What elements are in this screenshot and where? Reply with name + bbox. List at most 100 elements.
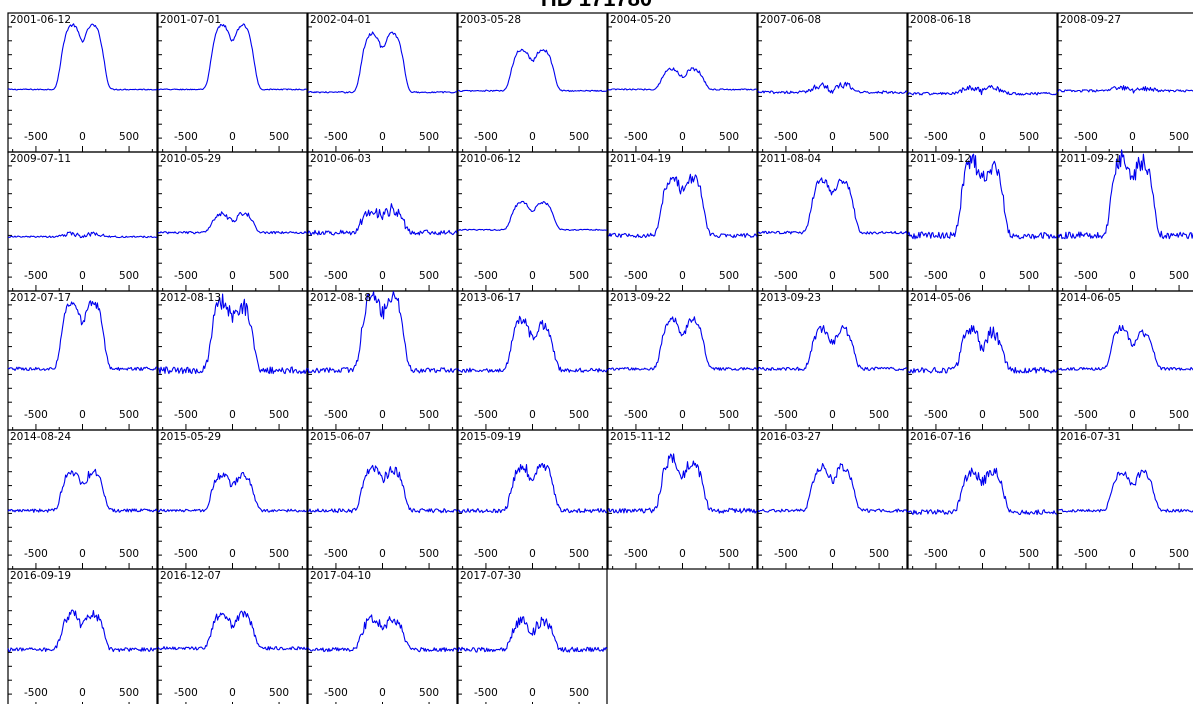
panel-date-label: 2016-07-31 bbox=[1060, 431, 1121, 443]
x-tick-label: -500 bbox=[474, 409, 498, 421]
x-tick-label: -500 bbox=[624, 548, 648, 560]
panel-2016-03-27: 2016-03-27 -500 0 500 bbox=[757, 429, 908, 570]
panel-2015-11-12: 2015-11-12 -500 0 500 bbox=[607, 429, 758, 570]
x-tick-label: 500 bbox=[119, 687, 139, 699]
panel-date-label: 2001-07-01 bbox=[160, 14, 221, 26]
panel-2008-09-27: 2008-09-27 -500 0 500 bbox=[1057, 12, 1193, 153]
panel-2014-05-06: 2014-05-06 -500 0 500 bbox=[907, 290, 1058, 431]
x-tick-label: -500 bbox=[774, 548, 798, 560]
spectrum-line bbox=[1057, 149, 1193, 240]
x-tick-label: 500 bbox=[569, 548, 589, 560]
chart-title: HD 171780 bbox=[0, 0, 1193, 10]
x-tick-label: 0 bbox=[379, 270, 386, 282]
panel-date-label: 2011-09-21 bbox=[1060, 153, 1121, 165]
x-tick-label: 0 bbox=[529, 687, 536, 699]
panel-date-label: 2014-06-05 bbox=[1060, 292, 1121, 304]
panel-2013-06-17: 2013-06-17 -500 0 500 bbox=[457, 290, 608, 431]
spectrum-line bbox=[157, 211, 308, 235]
x-tick-label: -500 bbox=[774, 270, 798, 282]
x-tick-label: 500 bbox=[719, 270, 739, 282]
panel-2013-09-23: 2013-09-23 -500 0 500 bbox=[757, 290, 908, 431]
x-tick-label: -500 bbox=[474, 548, 498, 560]
panel-date-label: 2012-07-17 bbox=[10, 292, 71, 304]
panel-2014-08-24: 2014-08-24 -500 0 500 bbox=[7, 429, 158, 570]
x-tick-label: -500 bbox=[324, 409, 348, 421]
spectrum-line bbox=[7, 609, 158, 653]
panel-date-label: 2008-06-18 bbox=[910, 14, 971, 26]
spectrum-line bbox=[1057, 324, 1193, 371]
spectrum-line bbox=[907, 324, 1058, 374]
spectrum-line bbox=[607, 173, 758, 239]
x-tick-label: 0 bbox=[379, 131, 386, 143]
panel-frame bbox=[307, 568, 458, 704]
spectrum-line bbox=[757, 462, 908, 513]
x-tick-label: -500 bbox=[474, 270, 498, 282]
x-tick-label: 500 bbox=[1169, 548, 1189, 560]
x-tick-label: 500 bbox=[1169, 409, 1189, 421]
x-tick-label: -500 bbox=[324, 687, 348, 699]
panel-date-label: 2003-05-28 bbox=[460, 14, 521, 26]
x-tick-label: -500 bbox=[174, 687, 198, 699]
x-tick-label: 0 bbox=[79, 409, 86, 421]
panel-2017-07-30: 2017-07-30 -500 0 500 bbox=[457, 568, 608, 704]
x-tick-label: 500 bbox=[719, 131, 739, 143]
panel-date-label: 2011-04-19 bbox=[610, 153, 671, 165]
x-tick-label: 0 bbox=[529, 409, 536, 421]
x-tick-label: 0 bbox=[229, 687, 236, 699]
panel-date-label: 2013-06-17 bbox=[460, 292, 521, 304]
panel-date-label: 2014-05-06 bbox=[910, 292, 971, 304]
panel-2010-06-03: 2010-06-03 -500 0 500 bbox=[307, 151, 458, 292]
x-tick-label: -500 bbox=[24, 131, 48, 143]
panel-2007-06-08: 2007-06-08 -500 0 500 bbox=[757, 12, 908, 153]
x-tick-label: 500 bbox=[869, 409, 889, 421]
spectrum-line bbox=[7, 231, 158, 239]
x-tick-label: -500 bbox=[1074, 131, 1098, 143]
panel-date-label: 2015-11-12 bbox=[610, 431, 671, 443]
x-tick-label: 0 bbox=[79, 687, 86, 699]
panel-date-label: 2012-08-18 bbox=[310, 292, 371, 304]
panel-2012-08-18: 2012-08-18 -500 0 500 bbox=[307, 290, 458, 431]
panel-2009-07-11: 2009-07-11 -500 0 500 bbox=[7, 151, 158, 292]
panel-date-label: 2010-06-03 bbox=[310, 153, 371, 165]
spectrum-line bbox=[307, 464, 458, 514]
spectrum-line bbox=[7, 23, 158, 91]
x-tick-label: 0 bbox=[1129, 548, 1136, 560]
panel-frame bbox=[7, 568, 158, 704]
spectrum-line bbox=[157, 610, 308, 651]
x-tick-label: 500 bbox=[1019, 131, 1039, 143]
panel-2016-07-16: 2016-07-16 -500 0 500 bbox=[907, 429, 1058, 570]
x-tick-label: 500 bbox=[419, 131, 439, 143]
spectrum-line bbox=[307, 291, 458, 374]
x-tick-label: 0 bbox=[829, 409, 836, 421]
x-tick-label: -500 bbox=[24, 270, 48, 282]
x-tick-label: 500 bbox=[419, 687, 439, 699]
x-tick-label: -500 bbox=[174, 131, 198, 143]
panel-2015-05-29: 2015-05-29 -500 0 500 bbox=[157, 429, 308, 570]
panel-2011-04-19: 2011-04-19 -500 0 500 bbox=[607, 151, 758, 292]
x-tick-label: 500 bbox=[269, 548, 289, 560]
panel-2016-12-07: 2016-12-07 -500 0 500 bbox=[157, 568, 308, 704]
spectrum-line bbox=[158, 293, 308, 375]
panel-date-label: 2011-09-12 bbox=[910, 153, 971, 165]
x-tick-label: 500 bbox=[1169, 270, 1189, 282]
x-tick-label: -500 bbox=[474, 131, 498, 143]
x-tick-label: -500 bbox=[774, 409, 798, 421]
panel-2012-07-17: 2012-07-17 -500 0 500 bbox=[7, 290, 158, 431]
x-tick-label: 0 bbox=[79, 270, 86, 282]
panel-2010-05-29: 2010-05-29 -500 0 500 bbox=[157, 151, 308, 292]
x-tick-label: 500 bbox=[269, 270, 289, 282]
spectrum-line bbox=[457, 462, 608, 514]
x-tick-label: -500 bbox=[174, 270, 198, 282]
x-tick-label: -500 bbox=[624, 131, 648, 143]
panel-date-label: 2009-07-11 bbox=[10, 153, 71, 165]
panel-date-label: 2010-05-29 bbox=[160, 153, 221, 165]
spectrum-line bbox=[458, 48, 608, 93]
panel-date-label: 2011-08-04 bbox=[760, 153, 821, 165]
panel-2013-09-22: 2013-09-22 -500 0 500 bbox=[607, 290, 758, 431]
panel-2003-05-28: 2003-05-28 -500 0 500 bbox=[457, 12, 608, 153]
x-tick-label: 500 bbox=[569, 409, 589, 421]
panel-2014-06-05: 2014-06-05 -500 0 500 bbox=[1057, 290, 1193, 431]
x-tick-label: 0 bbox=[979, 131, 986, 143]
panel-date-label: 2004-05-20 bbox=[610, 14, 671, 26]
x-tick-label: 500 bbox=[269, 687, 289, 699]
